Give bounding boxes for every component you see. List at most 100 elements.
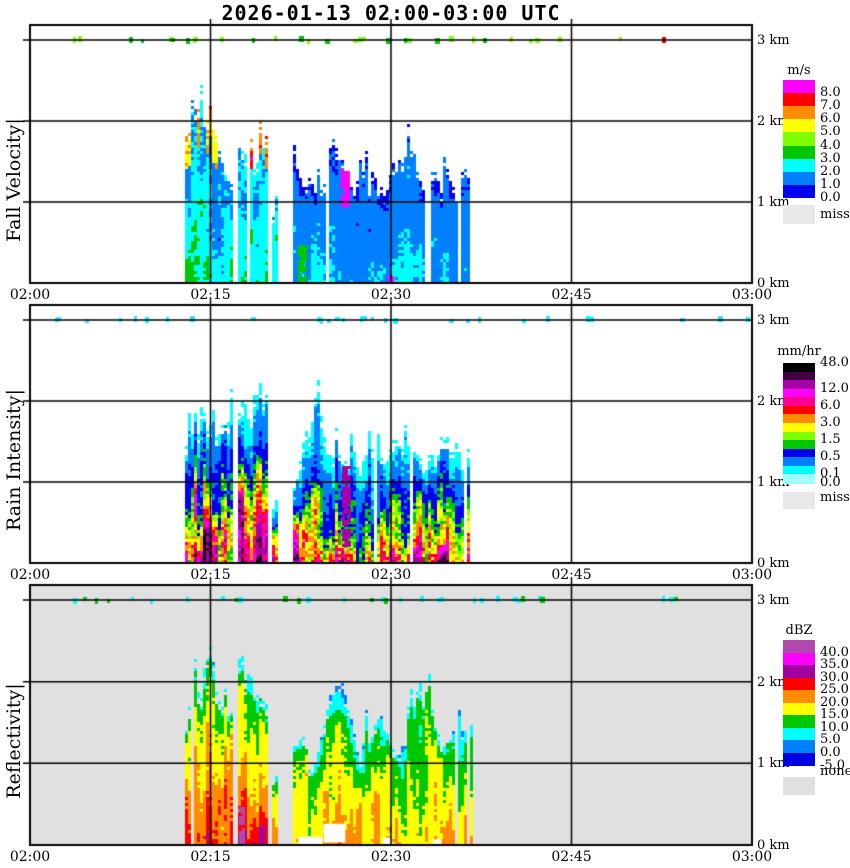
legend-tick-label: 8.0 [820, 85, 841, 101]
x-tick-label: 02:00 [9, 567, 51, 583]
legend-tick-label: 5.0 [820, 732, 841, 748]
legend-color-band [783, 422, 815, 433]
x-tick-label: 02:45 [551, 567, 592, 583]
panel3-ylabel: Reflectivity| [3, 683, 25, 799]
legend-color-band [783, 677, 815, 691]
x-tick-label: 02:15 [190, 287, 231, 303]
legend-tick-label: 20.0 [820, 694, 849, 710]
legend-color-band [783, 640, 815, 654]
x-tick-label: 02:00 [9, 287, 51, 303]
panel1-ylabel: Fall Velocity| [3, 118, 25, 242]
x-tick-label: 03:00 [731, 849, 773, 865]
legend-color-band [783, 440, 815, 450]
legend-tick-label: 0.0 [820, 474, 841, 490]
legend-color-band [783, 371, 815, 381]
legend-tick-label: 7.0 [820, 98, 841, 114]
legend-tick-label: 1.5 [820, 432, 841, 448]
legend-tick-label: 4.0 [820, 137, 841, 153]
x-tick-label: 02:00 [9, 849, 51, 865]
legend-missing-band [783, 205, 815, 224]
legend-tick-label: 35.0 [820, 657, 849, 673]
legend-color-band [783, 414, 815, 424]
panel2-ylabel: Rain Intensity| [3, 389, 25, 531]
legend-color-band [783, 405, 815, 415]
legend-missing-label: none [820, 764, 850, 779]
legend-unit-label: dBZ [785, 623, 813, 638]
x-tick-label: 02:30 [370, 567, 412, 583]
x-tick-label: 03:00 [731, 287, 773, 303]
legend-missing-band [783, 492, 815, 509]
legend-color-band [783, 388, 815, 398]
chart-title: 2026-01-13 02:00-03:00 UTC [221, 1, 561, 25]
legend-tick-label: 48.0 [820, 355, 849, 370]
legend-tick-label: 0.5 [820, 449, 841, 465]
legend-color-band [783, 363, 815, 373]
legend-color-band [783, 690, 815, 704]
legend-tick-label: 30.0 [820, 669, 849, 685]
y-tick-label: 1 km [757, 756, 790, 772]
y-tick-label: 3 km [757, 313, 790, 328]
legend-tick-label: 6.0 [820, 111, 841, 127]
legend-color-band [783, 80, 815, 94]
legend-color-band [783, 397, 815, 407]
legend-tick-label: 6.0 [820, 397, 841, 413]
x-tick-label: 02:15 [190, 849, 231, 865]
x-tick-label: 02:30 [370, 849, 412, 865]
legend-missing-band [783, 777, 815, 795]
legend-color-band [783, 665, 815, 679]
legend-tick-label: 0.0 [820, 189, 841, 205]
panel-rain-intensity-plot-area [30, 305, 752, 563]
legend-color-band [783, 158, 815, 173]
y-tick-label: 2 km [757, 394, 790, 409]
legend-tick-label: 0.0 [820, 745, 841, 761]
legend-color-band [783, 184, 815, 199]
legend-tick-label: 3.0 [820, 150, 841, 166]
panel-fall-velocity-plot-area [30, 25, 752, 283]
legend-tick-label: 3.0 [820, 414, 841, 430]
legend-color-band [783, 106, 815, 120]
legend-missing-label: miss [820, 490, 850, 505]
legend-color-band [783, 145, 815, 160]
y-tick-label: 3 km [757, 33, 790, 48]
x-tick-label: 02:45 [551, 849, 592, 865]
legend-color-band [783, 457, 815, 467]
legend-color-band [783, 380, 815, 390]
legend-color-band [783, 431, 815, 441]
legend-color-band [783, 753, 815, 767]
legend-tick-label: 2.0 [820, 163, 841, 179]
legend-tick-label: -5.0 [820, 757, 846, 773]
x-tick-label: 02:30 [370, 287, 412, 303]
x-tick-label: 02:45 [551, 287, 592, 303]
legend-color-band [783, 474, 815, 484]
legend-tick-label: 1.0 [820, 176, 841, 192]
legend-color-band [783, 740, 815, 754]
y-tick-label: 2 km [757, 674, 790, 690]
legend-tick-label: 25.0 [820, 682, 849, 698]
legend-color-band [783, 715, 815, 729]
legend-tick-label: 40.0 [820, 644, 849, 660]
legend-tick-label: 5.0 [820, 124, 841, 140]
y-tick-label: 2 km [757, 114, 790, 129]
y-tick-label: 1 km [757, 475, 790, 490]
legend-unit-label: m/s [787, 63, 811, 78]
legend-color-band [783, 465, 815, 475]
legend-tick-label: 0.1 [820, 466, 841, 482]
y-tick-label: 0 km [757, 838, 790, 853]
legend-color-band [783, 448, 815, 458]
x-tick-label: 03:00 [731, 567, 773, 583]
legend-tick-label: 10.0 [820, 719, 849, 735]
x-tick-label: 02:15 [190, 567, 231, 583]
y-tick-label: 1 km [757, 195, 790, 210]
legend-color-band [783, 652, 815, 666]
legend-tick-label: 12.0 [820, 380, 849, 396]
legend-color-band [783, 93, 815, 107]
legend-missing-label: miss [820, 207, 850, 222]
y-tick-label: 0 km [757, 276, 790, 291]
legend-color-band [783, 727, 815, 742]
legend-tick-label: 15.0 [820, 707, 849, 723]
legend-color-band [783, 132, 815, 147]
panel-reflectivity-plot-area [30, 585, 752, 845]
y-tick-label: 3 km [757, 593, 790, 608]
legend-unit-label: mm/hr [777, 344, 821, 359]
